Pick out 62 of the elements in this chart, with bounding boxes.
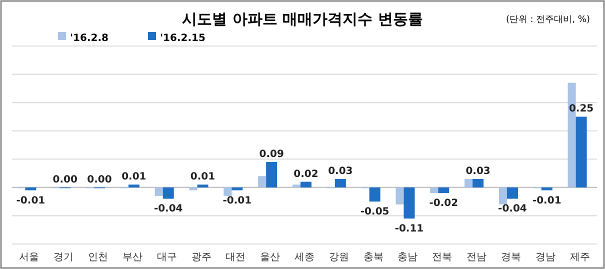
- chart-title: 시도별 아파트 매매가격지수 변동률: [182, 10, 423, 28]
- data-label: -0.11: [394, 224, 424, 235]
- bar: [189, 187, 198, 190]
- bar: [258, 176, 266, 188]
- bar: [128, 184, 140, 188]
- data-label: 0.03: [328, 166, 353, 177]
- bar: [154, 187, 163, 196]
- x-tick-label: 전남: [466, 252, 487, 263]
- legend-label: '16.2.8: [70, 33, 109, 44]
- bar: [300, 182, 312, 188]
- bar: [576, 116, 587, 188]
- bar: [197, 184, 208, 188]
- bar: [224, 187, 232, 196]
- data-label: 0.01: [190, 172, 216, 183]
- x-tick-label: 경남: [535, 252, 556, 263]
- x-tick-label: 세종: [294, 252, 314, 263]
- data-label: -0.01: [16, 195, 46, 206]
- x-tick-label: 울산: [260, 252, 280, 263]
- x-tick-label: 인천: [88, 252, 108, 263]
- bar: [498, 187, 507, 204]
- x-tick-label: 충남: [398, 252, 418, 263]
- x-tick-label: 서울: [19, 252, 40, 263]
- x-tick-label: 대구: [156, 252, 177, 263]
- bar: [404, 187, 415, 219]
- x-tick-label: 강원: [328, 252, 349, 263]
- data-label: 0.00: [52, 174, 78, 186]
- data-label: -0.02: [429, 198, 458, 210]
- data-label: 0.00: [87, 174, 112, 186]
- text: (단위 : 전주대비, %): [506, 15, 590, 25]
- x-tick-label: 충북: [363, 252, 384, 263]
- bar: [232, 187, 243, 190]
- x-tick-label: 제주: [570, 252, 590, 263]
- bar: [472, 178, 484, 188]
- bar: [396, 187, 404, 204]
- bar: [369, 187, 380, 202]
- legend-label: '16.2.15: [160, 33, 206, 44]
- bar: [25, 187, 36, 190]
- bar: [506, 187, 518, 199]
- data-label: -0.05: [360, 206, 390, 218]
- bar: [438, 187, 450, 194]
- data-label: -0.04: [154, 204, 183, 215]
- x-tick-label: 경기: [54, 252, 74, 263]
- data-label: -0.01: [222, 195, 252, 206]
- data-label: -0.01: [532, 195, 562, 206]
- data-label: 0.01: [122, 172, 146, 183]
- data-label: 0.02: [294, 168, 318, 180]
- bar: [464, 178, 473, 188]
- bar: [266, 162, 278, 188]
- x-tick-label: 경북: [500, 252, 521, 263]
- x-tick-label: 광주: [191, 252, 212, 263]
- x-tick-label: 전북: [432, 252, 452, 263]
- data-label: 0.09: [259, 148, 284, 160]
- data-label: 0.25: [568, 104, 594, 115]
- x-tick-label: 부산: [122, 252, 142, 263]
- bar: [334, 178, 346, 188]
- x-tick-label: 대전: [226, 252, 246, 263]
- data-label: 0.03: [466, 166, 490, 177]
- bar: [292, 184, 300, 188]
- data-label: -0.04: [498, 204, 527, 215]
- bar: [162, 187, 174, 199]
- bar: [430, 187, 438, 194]
- bar: [541, 187, 552, 190]
